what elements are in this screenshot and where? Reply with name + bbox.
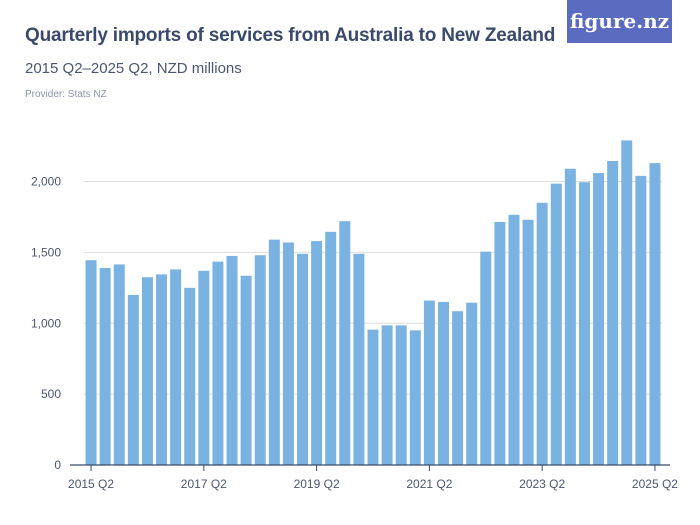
bar: 2019 Q3: 1645 <box>325 231 337 465</box>
bar: 2015 Q4: 1415 <box>113 264 125 465</box>
bar: 2022 Q1: 1145 <box>466 302 478 465</box>
x-tick-label: 2019 Q2 <box>294 477 340 491</box>
y-tick-label: 1,500 <box>31 245 61 259</box>
y-tick-label: 1,000 <box>31 316 61 330</box>
bar: 2024 Q1: 1995 <box>578 182 590 465</box>
x-tick-label: 2015 Q2 <box>68 477 114 491</box>
bar: 2021 Q4: 1085 <box>452 311 464 465</box>
y-tick-label: 0 <box>54 458 61 472</box>
bar: 2019 Q1: 1490 <box>297 253 309 465</box>
bar: 2015 Q2: 1445 <box>85 260 97 465</box>
bar: 2024 Q3: 2145 <box>607 160 619 466</box>
bar: 2016 Q4: 1380 <box>170 269 182 465</box>
figure-nz-logo[interactable]: figure.nz <box>567 0 672 43</box>
bar: 2022 Q3: 1715 <box>494 221 506 465</box>
bar: 2020 Q2: 955 <box>367 329 379 465</box>
bar: 2017 Q1: 1250 <box>184 287 196 465</box>
bar: 2021 Q2: 1160 <box>423 300 435 465</box>
bar: 2016 Q2: 1325 <box>141 277 153 465</box>
bar: 2023 Q1: 1730 <box>522 219 534 465</box>
chart-title: Quarterly imports of services from Austr… <box>25 25 556 46</box>
bar: 2024 Q2: 2060 <box>593 173 605 465</box>
bar: 2022 Q2: 1505 <box>480 251 492 465</box>
bar: 2018 Q3: 1590 <box>268 239 280 465</box>
bar: 2019 Q2: 1580 <box>311 241 323 465</box>
bar: 2025 Q2: 2130 <box>649 163 661 466</box>
bar: 2018 Q1: 1335 <box>240 275 252 465</box>
bar: 2024 Q4: 2290 <box>621 140 633 465</box>
bar: 2023 Q4: 2090 <box>564 168 576 466</box>
bar: 2025 Q1: 2040 <box>635 175 647 465</box>
bar: 2023 Q2: 1850 <box>536 202 548 466</box>
bar: 2023 Q3: 1985 <box>550 183 562 465</box>
x-tick-label: 2025 Q2 <box>632 477 678 491</box>
y-tick-label: 500 <box>41 387 61 401</box>
bar: 2020 Q1: 1490 <box>353 253 365 465</box>
x-tick-label: 2023 Q2 <box>519 477 565 491</box>
bar: 2015 Q3: 1390 <box>99 267 111 465</box>
y-axis: 0 500 1,000 1,500 2,000 <box>31 175 61 472</box>
bar: 2018 Q4: 1570 <box>282 242 294 465</box>
bar: 2017 Q4: 1475 <box>226 255 238 465</box>
bars: 2015 Q2: 14452015 Q3: 13902015 Q4: 14152… <box>85 140 661 466</box>
bar: 2021 Q3: 1150 <box>437 302 449 465</box>
bar: 2018 Q2: 1480 <box>254 255 266 465</box>
bar: 2022 Q4: 1765 <box>508 214 520 465</box>
bar: 2016 Q1: 1200 <box>127 294 139 465</box>
x-tick-label: 2021 Q2 <box>406 477 452 491</box>
bar: 2020 Q4: 985 <box>395 325 407 465</box>
bar: 2017 Q2: 1370 <box>198 270 210 465</box>
y-tick-label: 2,000 <box>31 175 61 189</box>
x-axis: 2015 Q2 2017 Q2 2019 Q2 2021 Q2 2023 Q2 2025 … <box>68 464 678 491</box>
bar: 2017 Q3: 1435 <box>212 261 224 465</box>
bar: 2016 Q3: 1345 <box>156 274 168 465</box>
chart-subtitle: 2015 Q2–2025 Q2, NZD millions <box>25 60 242 77</box>
x-tick-label: 2017 Q2 <box>181 477 227 491</box>
bar: 2019 Q4: 1720 <box>339 221 351 465</box>
bar: 2020 Q3: 985 <box>381 325 393 465</box>
provider-label: Provider: Stats NZ <box>25 89 107 100</box>
bar: 2021 Q1: 950 <box>409 330 421 465</box>
